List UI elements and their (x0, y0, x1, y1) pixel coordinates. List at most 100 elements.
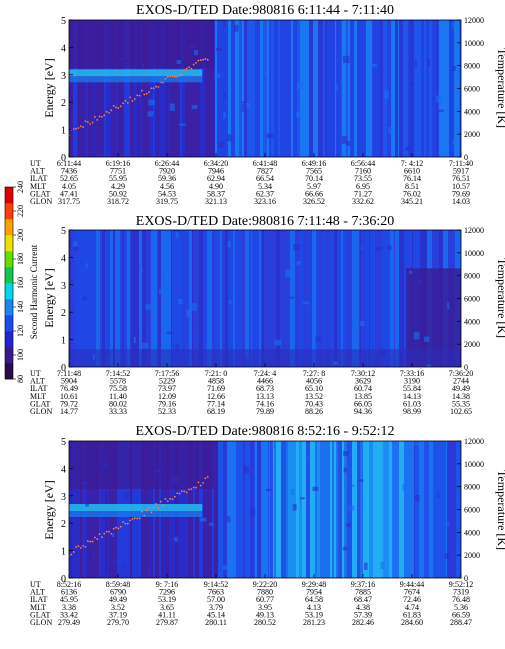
table-cell: 68.73 (256, 384, 274, 393)
spectrogram-streak (96, 230, 101, 367)
table-cell: 66.66 (305, 189, 323, 198)
spectrogram-speckle (265, 488, 272, 492)
spectrogram-streak (230, 441, 232, 578)
table-cell: 73.55 (354, 174, 372, 183)
table-cell: 281.23 (303, 618, 325, 627)
spectrogram-streak (119, 20, 125, 157)
spectrogram-speckle (223, 92, 226, 98)
table-row-label: ALT (30, 167, 45, 176)
spectrogram-speckle (105, 351, 109, 355)
spectrogram-speckle (72, 241, 77, 247)
spectrogram-streak (139, 230, 143, 367)
spectrogram-speckle (271, 442, 275, 449)
table-row-label: ALT (30, 588, 45, 597)
spectrogram-image (69, 441, 461, 578)
spectrogram-speckle (191, 303, 197, 311)
spectrogram-speckle (274, 339, 282, 346)
trace-point (199, 484, 202, 487)
spectrogram-streak (424, 441, 428, 578)
table-cell: 6.95 (356, 182, 370, 191)
spectrogram-streak (368, 441, 370, 578)
trace-point (173, 75, 176, 78)
table-cell: 280.11 (205, 618, 227, 627)
trace-point (171, 498, 174, 501)
spectrogram-streak (310, 441, 312, 578)
spectrogram-streak (394, 230, 396, 367)
spectrogram-streak (312, 230, 317, 367)
spectrogram-speckle (444, 522, 450, 526)
table-cell: 4.74 (405, 603, 419, 612)
table-cell: 7:11:40 (449, 159, 473, 168)
table-cell: 279.87 (156, 618, 178, 627)
trace-point (122, 102, 124, 105)
table-cell: 53.19 (158, 595, 176, 604)
spectrogram-streak (259, 230, 262, 367)
spectrogram-speckle (223, 112, 226, 119)
table-cell: 33.33 (109, 407, 127, 416)
table-cell: 52.65 (60, 174, 78, 183)
trace-point (89, 540, 92, 543)
spectrogram-streak (291, 20, 294, 157)
table-cell: 79.69 (452, 189, 470, 198)
y-tick-label: 3 (61, 281, 66, 292)
spectrogram-streak (130, 230, 132, 367)
y-tick-label: 0 (61, 574, 66, 585)
spectrogram-streak (263, 20, 268, 157)
spectrogram-speckle (389, 238, 393, 242)
trace-point (110, 532, 113, 535)
spectrogram-streak (195, 20, 201, 157)
spectrogram-streak (379, 20, 384, 157)
spectrogram-streak (429, 441, 434, 578)
spectrogram-streak (190, 20, 195, 157)
spectrogram-streak (176, 20, 181, 157)
trace-point (72, 551, 75, 553)
spectrogram-streak (424, 20, 427, 157)
spectrogram-speckle (158, 288, 162, 295)
spectrogram-streak (145, 20, 150, 157)
spectrogram-streak (205, 20, 211, 157)
spectrogram-streak (79, 230, 85, 367)
spectrogram-streak (75, 230, 80, 367)
spectrogram-streak (161, 230, 167, 367)
trace-point (82, 126, 85, 128)
spectrogram-streak (283, 20, 288, 157)
spectrogram-speckle (234, 24, 239, 32)
spectrogram-speckle (82, 296, 87, 301)
table-cell: 12.66 (207, 392, 225, 401)
spectrogram-streak (285, 230, 290, 367)
spectrogram-streak (362, 230, 367, 367)
spectrogram-streak (243, 20, 245, 157)
spectrogram-streak (100, 230, 102, 367)
colorbar-segment (5, 283, 13, 300)
trace-point (93, 536, 96, 539)
table-cell: 9: 7:16 (156, 580, 178, 589)
trace-point (169, 498, 172, 500)
spectrogram-streak (271, 230, 277, 367)
table-row-label: ALT (30, 377, 45, 386)
trace-point (185, 491, 188, 494)
spectrogram-streak (280, 20, 284, 157)
spectrogram-streak (363, 441, 369, 578)
spectrogram-streak (407, 441, 411, 578)
spectrogram-image (69, 20, 461, 157)
spectrogram-streak (130, 20, 135, 157)
spectrogram-streak (106, 20, 112, 157)
spectrogram-streak (256, 230, 260, 367)
trace-point (188, 66, 190, 69)
spectrogram-streak (389, 441, 393, 578)
spectrogram-streak (304, 20, 310, 157)
spectrogram-streak (427, 441, 430, 578)
spectrogram-streak (200, 20, 206, 157)
spectrogram-streak (260, 20, 264, 157)
table-cell: 10.57 (452, 182, 470, 191)
spectrogram-speckle (343, 451, 349, 456)
spectrogram-streak (446, 441, 448, 578)
trace-point (157, 507, 160, 510)
table-cell: 326.52 (303, 197, 325, 206)
trace-point (197, 481, 200, 484)
spectrogram-streak (242, 20, 244, 157)
spectrogram-streak (266, 230, 272, 367)
spectrogram-speckle (360, 247, 364, 250)
table-cell: 98.99 (403, 407, 421, 416)
colorbar-tick-label: 120 (16, 325, 25, 337)
